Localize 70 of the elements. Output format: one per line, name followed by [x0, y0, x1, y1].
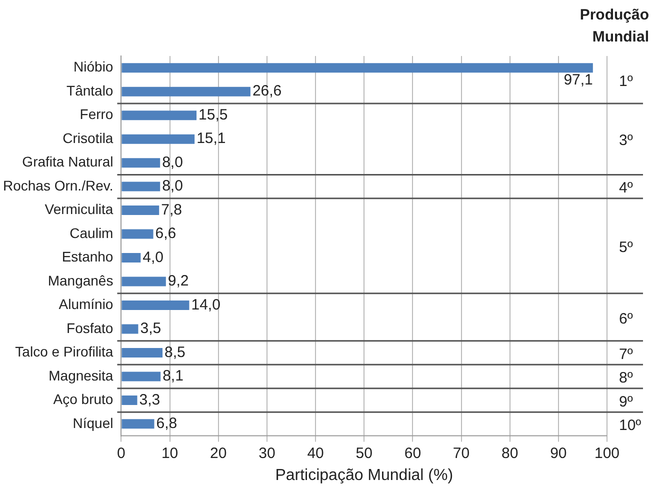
data-label: 3,3 — [139, 391, 160, 408]
y-tick-label: Ferro — [80, 106, 114, 122]
bar — [122, 253, 141, 263]
x-axis-title: Participação Mundial (%) — [275, 466, 454, 484]
bar — [122, 158, 160, 168]
data-label: 6,8 — [156, 415, 178, 432]
bar — [122, 372, 161, 382]
y-tick-label: Crisotila — [62, 130, 114, 146]
y-tick-label: Alumínio — [58, 296, 114, 312]
bar — [122, 134, 195, 144]
data-label: 8,5 — [164, 344, 186, 361]
data-label: 15,1 — [196, 130, 226, 148]
data-label: 6,6 — [155, 225, 176, 242]
data-label: 9,2 — [168, 272, 189, 290]
ref-line-label: 8º — [619, 370, 634, 387]
ref-line-label: 9º — [619, 393, 634, 410]
ref-line-label: 5º — [619, 239, 634, 256]
ref-line-label: 4º — [619, 180, 634, 197]
x-tick-label: 60 — [404, 444, 422, 462]
ref-line-label: 6º — [619, 310, 634, 328]
x-tick-label: 90 — [550, 444, 567, 462]
data-label: 3,5 — [140, 320, 162, 338]
text: Produção Mundial — [580, 6, 649, 46]
bar — [122, 229, 154, 239]
bar — [122, 419, 154, 429]
ref-line-label: 3º — [619, 132, 634, 150]
x-tick-label: 100 — [594, 444, 620, 462]
bar — [122, 276, 166, 286]
bar — [122, 63, 593, 73]
x-tick-label: 50 — [356, 444, 372, 462]
data-label: 14,0 — [191, 296, 220, 314]
x-tick-label: 40 — [307, 444, 324, 462]
y-tick-label: Nióbio — [74, 58, 114, 75]
y-tick-label: Caulim — [70, 224, 114, 241]
y-tick-label: Manganês — [48, 272, 114, 288]
y-tick-label: Vermiculita — [44, 201, 114, 218]
data-label: 26,6 — [252, 82, 282, 100]
data-label: 8,1 — [162, 368, 184, 385]
bar — [122, 348, 163, 358]
bar — [122, 395, 138, 405]
x-tick-label: 80 — [502, 444, 518, 462]
bar — [122, 300, 190, 310]
bar — [122, 110, 197, 120]
x-tick-label: 20 — [210, 444, 227, 462]
y-tick-label: Tântalo — [66, 82, 114, 98]
y-tick-label: Níquel — [72, 414, 114, 431]
ref-line-label: 7º — [619, 346, 634, 363]
x-tick-label: 0 — [117, 444, 126, 462]
y-tick-label: Aço bruto — [53, 391, 114, 408]
bar — [122, 206, 160, 216]
y-tick-label: Rochas Orn./Rev. — [2, 177, 114, 194]
bar — [122, 182, 160, 192]
data-label: 8,0 — [162, 178, 183, 195]
bar — [122, 324, 138, 334]
y-tick-label: Talco e Pirofilita — [15, 344, 114, 360]
y-tick-label: Magnesita — [48, 367, 114, 384]
bar — [122, 86, 250, 96]
y-tick-label: Fosfato — [66, 320, 114, 336]
text: 10º — [619, 417, 642, 434]
y-tick-label: Grafita Natural — [22, 154, 114, 170]
x-tick-label: 10 — [161, 444, 178, 462]
data-label: 15,5 — [198, 106, 228, 124]
data-label: 97,1 — [564, 72, 593, 89]
data-label: 4,0 — [142, 248, 164, 266]
data-label: 7,8 — [161, 201, 182, 218]
ref-line-label: 1º — [619, 72, 634, 90]
y-tick-label: Estanho — [62, 248, 114, 265]
x-tick-label: 70 — [452, 444, 470, 462]
x-tick-label: 30 — [258, 444, 276, 462]
data-label: 8,0 — [162, 154, 183, 171]
